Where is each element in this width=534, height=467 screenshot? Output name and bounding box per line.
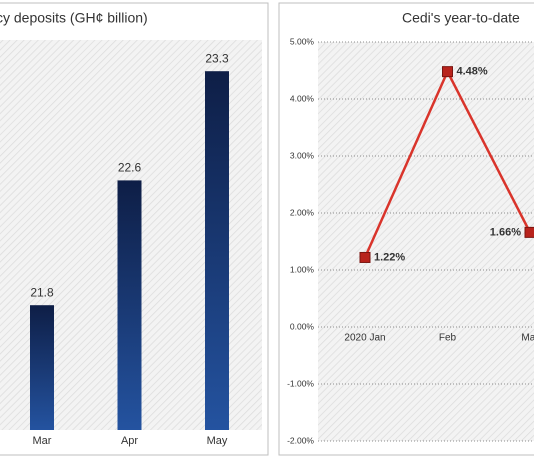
y-tick-label: -2.00% [287,435,314,445]
bar [205,71,229,430]
value-label: 23.3 [205,51,229,65]
plot-area [318,42,534,441]
bar [30,305,54,430]
y-tick-label: 5.00% [290,36,315,46]
value-label: 21.8 [30,285,54,299]
y-tick-label: 2.00% [290,207,315,217]
y-tick-label: -1.00% [287,378,314,388]
marker [359,251,371,263]
y-tick-label: 4.00% [290,93,315,103]
chart-title: cy deposits (GH¢ billion) [0,10,148,26]
x-tick-label: Feb [439,333,457,344]
marker [442,66,453,78]
y-tick-label: 0.00% [290,321,315,331]
marker [524,226,534,238]
value-label: 1.22% [374,251,405,263]
x-tick-label: 2020 Jan [344,333,385,344]
value-label: 1.66% [490,226,521,238]
x-tick-label: Mar [521,333,534,344]
x-tick-label: Mar [33,435,52,447]
value-label: 4.48% [457,66,488,78]
chart-title: Cedi's year-to-date [402,10,520,26]
bar [117,180,142,430]
x-tick-label: May [207,435,228,447]
value-label: 22.6 [118,161,142,175]
y-tick-label: 3.00% [290,150,315,160]
x-tick-label: Apr [121,435,138,447]
y-tick-label: 1.00% [290,264,315,274]
